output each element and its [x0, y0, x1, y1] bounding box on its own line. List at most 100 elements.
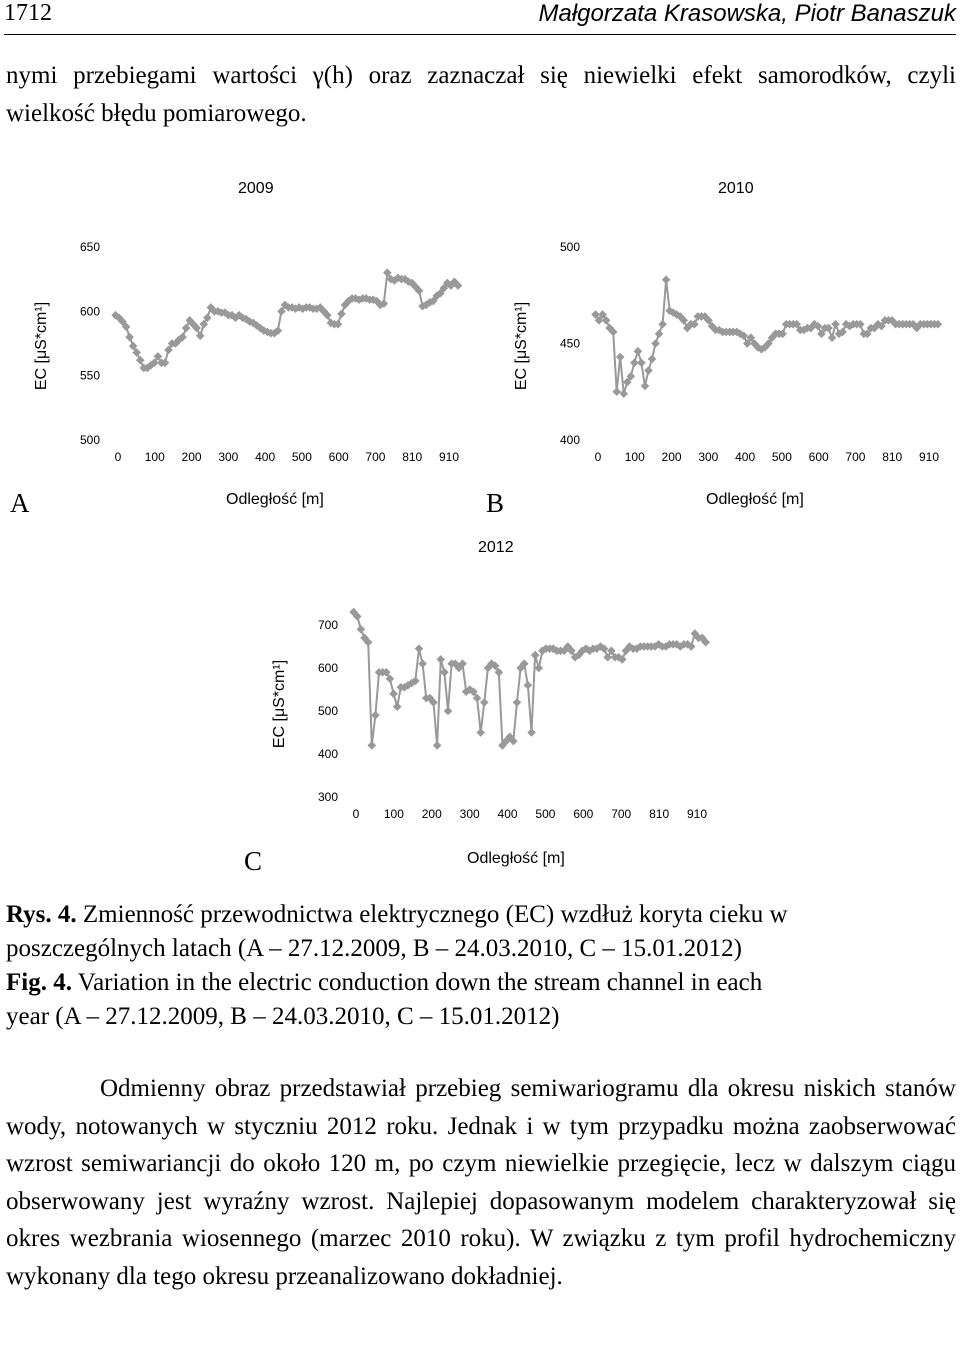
data-point: [368, 295, 378, 305]
data-point: [746, 333, 756, 343]
data-point: [647, 354, 657, 364]
data-point: [326, 318, 336, 328]
data-point: [672, 310, 682, 319]
x-tick-label: 810: [882, 450, 902, 464]
data-point: [743, 339, 752, 348]
data-point: [591, 310, 600, 319]
data-point: [160, 358, 170, 368]
data-point: [567, 646, 576, 656]
x-tick-label: 200: [182, 450, 202, 464]
data-point: [615, 352, 625, 362]
x-tick-label: 300: [218, 450, 238, 464]
x-tick-label: 300: [698, 450, 718, 464]
y-axis-label: EC [μS*cm¹]: [513, 302, 530, 390]
data-point: [863, 329, 872, 339]
data-point: [411, 676, 420, 686]
x-tick-label: 300: [460, 807, 480, 821]
data-point: [626, 372, 636, 381]
data-point: [125, 332, 134, 342]
data-point: [458, 659, 467, 668]
data-point: [501, 736, 511, 746]
x-tick-label: 100: [145, 450, 165, 464]
data-point: [813, 321, 823, 331]
data-point: [519, 659, 529, 668]
panel-letter-b: B: [486, 488, 505, 518]
x-tick-label: 810: [402, 450, 422, 464]
y-tick-label: 450: [560, 337, 580, 351]
caption-pl-line2: poszczególnych latach (A – 27.12.2009, B…: [6, 935, 743, 962]
x-tick-label: 910: [439, 450, 459, 464]
x-tick-label: 910: [919, 450, 939, 464]
data-point: [827, 333, 837, 343]
data-point: [461, 687, 471, 696]
data-point: [382, 668, 391, 677]
data-point: [356, 625, 366, 634]
data-point: [490, 661, 500, 671]
data-point: [578, 646, 587, 656]
y-tick-label: 400: [318, 747, 338, 761]
data-point: [436, 655, 446, 664]
data-point: [714, 325, 724, 335]
data-point: [192, 323, 202, 333]
data-point: [128, 341, 138, 351]
y-tick-label: 300: [318, 790, 338, 804]
data-point: [476, 728, 485, 737]
data-point: [150, 358, 159, 368]
data-point: [407, 678, 417, 688]
data-point: [594, 316, 604, 325]
x-tick-label: 600: [329, 450, 349, 464]
data-point: [661, 275, 671, 285]
data-point: [349, 607, 358, 617]
x-tick-label: 0: [115, 450, 122, 464]
data-point: [617, 655, 627, 664]
data-point: [658, 319, 667, 329]
y-tick-label: 400: [560, 433, 580, 447]
data-point: [389, 689, 398, 699]
y-axis-label: EC [μS*cm¹]: [271, 660, 288, 748]
data-point: [367, 741, 377, 750]
figure-captions: Rys. 4. Zmienność przewodnictwa elektryc…: [6, 898, 956, 1034]
x-tick-label: 700: [611, 807, 631, 821]
data-point: [679, 316, 689, 325]
x-tick-label: 500: [772, 450, 792, 464]
data-point: [443, 706, 453, 716]
data-point: [598, 310, 607, 319]
data-point: [637, 358, 646, 368]
data-point: [676, 642, 685, 651]
data-point: [315, 303, 325, 312]
data-point: [352, 612, 362, 621]
x-tick-label: 500: [292, 450, 312, 464]
caption-en-line1: Fig. 4. Variation in the electric conduc…: [6, 966, 956, 1000]
data-point: [390, 276, 399, 285]
y-tick-label: 500: [318, 704, 338, 718]
series-line: [114, 269, 459, 369]
data-point: [614, 652, 623, 662]
data-point: [527, 728, 536, 737]
data-point: [644, 366, 653, 375]
y-tick-label: 650: [80, 240, 100, 254]
data-point: [414, 286, 424, 296]
data-point: [143, 363, 152, 373]
x-tick-label: 0: [353, 807, 360, 821]
data-point: [181, 323, 191, 333]
data-point: [831, 319, 840, 329]
series-line: [594, 279, 938, 394]
chart-a: 500 550 600 650 0 100 200 300 400 500 600 700 810 910…: [33, 240, 463, 464]
data-point: [806, 323, 816, 333]
data-point: [672, 640, 681, 649]
data-point: [530, 650, 540, 660]
data-point: [164, 345, 173, 355]
data-point: [630, 358, 639, 368]
data-point: [534, 663, 544, 673]
y-tick-label: 500: [560, 240, 580, 254]
data-point: [418, 659, 427, 668]
y-tick-label: 500: [80, 433, 100, 447]
data-point: [450, 659, 460, 668]
data-point: [686, 642, 696, 651]
data-point: [792, 319, 802, 329]
data-point: [824, 323, 833, 333]
x-tick-label: 400: [498, 807, 518, 821]
chart-a-xlabel: Odległość [m]: [226, 491, 324, 508]
y-axis-label: EC [μS*cm¹]: [33, 302, 50, 390]
data-point: [651, 339, 660, 348]
